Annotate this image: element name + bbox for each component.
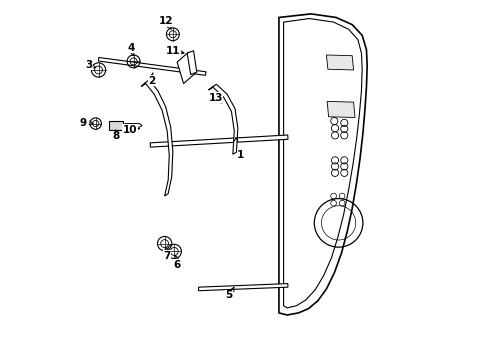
Text: 11: 11 xyxy=(166,46,180,56)
Text: 4: 4 xyxy=(128,43,135,53)
Polygon shape xyxy=(142,80,173,196)
Polygon shape xyxy=(187,51,197,75)
Text: 8: 8 xyxy=(112,131,119,141)
Text: 9: 9 xyxy=(80,118,87,128)
Text: 13: 13 xyxy=(208,93,223,103)
Text: 6: 6 xyxy=(173,260,181,270)
Polygon shape xyxy=(109,121,123,130)
Polygon shape xyxy=(279,14,367,315)
Polygon shape xyxy=(284,18,362,308)
Polygon shape xyxy=(123,123,142,127)
Text: 5: 5 xyxy=(225,290,233,300)
Polygon shape xyxy=(327,102,355,117)
Text: 10: 10 xyxy=(122,125,137,135)
Text: 1: 1 xyxy=(237,150,245,160)
Text: 12: 12 xyxy=(159,16,173,26)
Polygon shape xyxy=(326,55,354,70)
Text: 2: 2 xyxy=(148,76,156,86)
Polygon shape xyxy=(150,135,288,147)
Polygon shape xyxy=(209,84,238,154)
Polygon shape xyxy=(98,58,206,75)
Text: 7: 7 xyxy=(164,251,171,261)
Polygon shape xyxy=(198,284,288,291)
Polygon shape xyxy=(177,52,195,84)
Text: 3: 3 xyxy=(85,60,92,70)
